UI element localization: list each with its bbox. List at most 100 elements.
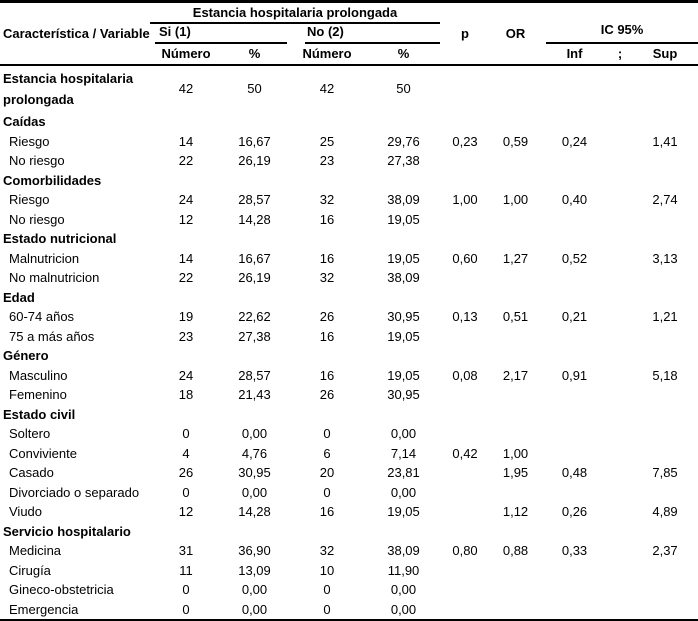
cell-num-no bbox=[287, 522, 367, 542]
cell-sep bbox=[608, 210, 632, 230]
table-row: Riesgo 14 16,67 25 29,76 0,23 0,59 0,24 1,41 bbox=[0, 132, 698, 152]
cell-inf: 0,33 bbox=[561, 543, 588, 558]
cell-or: 1,12 bbox=[502, 504, 529, 519]
cell-num-si: 14 bbox=[178, 133, 194, 149]
cell-inf bbox=[541, 580, 608, 600]
cell-sup bbox=[632, 444, 698, 464]
cell-label: No riesgo bbox=[9, 211, 65, 227]
table-row: Edad bbox=[0, 288, 698, 308]
cell-label: No malnutricion bbox=[9, 270, 100, 285]
cell-p bbox=[440, 502, 490, 522]
cell-num-si: 22 bbox=[178, 270, 194, 285]
cell-sep bbox=[608, 483, 632, 503]
cell-num-si: 31 bbox=[178, 543, 194, 558]
cell-or bbox=[490, 346, 541, 366]
cell-num-no: 26 bbox=[319, 309, 335, 324]
header-numero-si: Número bbox=[161, 46, 211, 61]
cell-or bbox=[490, 522, 541, 542]
header-ic95: IC 95% bbox=[541, 2, 698, 44]
cell-p bbox=[440, 268, 490, 288]
cell-pct-no bbox=[367, 112, 440, 132]
cell-or bbox=[490, 112, 541, 132]
cell-inf: 0,48 bbox=[561, 465, 588, 480]
cell-sup bbox=[632, 268, 698, 288]
cell-p bbox=[440, 600, 490, 621]
cell-inf bbox=[541, 444, 608, 464]
cell-sup bbox=[632, 424, 698, 444]
cell-inf: 0,21 bbox=[561, 309, 588, 324]
cell-pct-si: 0,00 bbox=[241, 601, 268, 617]
cell-p bbox=[440, 229, 490, 249]
cell-num-si: 23 bbox=[178, 328, 194, 344]
cell-label: No riesgo bbox=[9, 153, 65, 168]
cell-or: 0,51 bbox=[502, 309, 529, 324]
cell-or: 1,00 bbox=[502, 445, 529, 461]
cell-pct-no: 11,90 bbox=[387, 562, 420, 578]
cell-p bbox=[440, 327, 490, 347]
table-row: Caídas bbox=[0, 112, 698, 132]
cell-pct-no: 23,81 bbox=[387, 465, 420, 480]
table-row: Masculino 24 28,57 16 19,05 0,08 2,17 0,91 5,18 bbox=[0, 366, 698, 386]
cell-sep bbox=[608, 502, 632, 522]
cell-pct-no: 0,00 bbox=[390, 601, 417, 617]
cell-num-no: 20 bbox=[319, 465, 335, 480]
cell-num-no bbox=[287, 288, 367, 308]
cell-pct-si bbox=[222, 522, 287, 542]
cell-label: Malnutricion bbox=[9, 250, 80, 266]
cell-pct-no bbox=[367, 522, 440, 542]
cell-num-si: 12 bbox=[178, 211, 194, 227]
cell-pct-no bbox=[367, 171, 440, 191]
cell-sep bbox=[608, 307, 632, 327]
cell-pct-no: 38,09 bbox=[387, 192, 420, 207]
cell-label: 75 a más años bbox=[9, 328, 95, 344]
cell-pct-si: 14,28 bbox=[238, 504, 271, 519]
cell-label: Riesgo bbox=[9, 192, 50, 207]
table-row: Malnutricion 14 16,67 16 19,05 0,60 1,27 0,52 3,… bbox=[0, 249, 698, 269]
cell-num-no: 0 bbox=[323, 582, 331, 597]
cell-pct-si bbox=[222, 288, 287, 308]
table-row: Soltero 0 0,00 0 0,00 bbox=[0, 424, 698, 444]
header-row-3: Número % Número % Inf ; Sup bbox=[0, 44, 698, 65]
cell-sup bbox=[632, 327, 698, 347]
cell-pct-no: 7,14 bbox=[390, 445, 417, 461]
table-row: 75 a más años 23 27,38 16 19,05 bbox=[0, 327, 698, 347]
cell-num-no bbox=[287, 112, 367, 132]
cell-pct-no bbox=[367, 229, 440, 249]
cell-label: Conviviente bbox=[9, 445, 77, 461]
table-row: 60-74 años 19 22,62 26 30,95 0,13 0,51 0,21 1,21 bbox=[0, 307, 698, 327]
cell-pct-no: 38,09 bbox=[387, 270, 420, 285]
table-row: Estado civil bbox=[0, 405, 698, 425]
cell-sup: 4,89 bbox=[652, 504, 678, 519]
cell-label: Edad bbox=[3, 289, 35, 305]
table-row: Divorciado o separado 0 0,00 0 0,00 bbox=[0, 483, 698, 503]
header-numero-no: Número bbox=[302, 46, 352, 61]
cell-p bbox=[440, 171, 490, 191]
table-row: Servicio hospitalario bbox=[0, 522, 698, 542]
cell-label: Riesgo bbox=[9, 133, 50, 149]
cell-pct-si: 30,95 bbox=[238, 465, 271, 480]
cell-inf: 0,52 bbox=[561, 250, 588, 266]
cell-num-no: 32 bbox=[319, 543, 335, 558]
cell-num-no: 32 bbox=[319, 270, 335, 285]
cell-sep bbox=[608, 229, 632, 249]
cell-label: Gineco-obstetricia bbox=[9, 582, 114, 597]
cell-inf bbox=[541, 171, 608, 191]
cell-sep bbox=[608, 580, 632, 600]
cell-label: Divorciado o separado bbox=[9, 484, 140, 500]
cell-sep bbox=[608, 132, 632, 152]
cell-num-no: 0 bbox=[323, 426, 331, 441]
cell-num-no: 16 bbox=[319, 328, 335, 344]
cell-num-si: 18 bbox=[178, 387, 194, 402]
cell-inf bbox=[541, 600, 608, 621]
cell-or: 1,27 bbox=[502, 250, 529, 266]
cell-or bbox=[490, 580, 541, 600]
cell-or bbox=[490, 600, 541, 621]
cell-pct-si bbox=[222, 171, 287, 191]
cell-pct-si: 28,57 bbox=[238, 192, 271, 207]
cell-p bbox=[440, 405, 490, 425]
cell-num-si: 0 bbox=[182, 484, 190, 500]
cell-sup bbox=[632, 600, 698, 621]
cell-num-no: 10 bbox=[319, 562, 335, 578]
